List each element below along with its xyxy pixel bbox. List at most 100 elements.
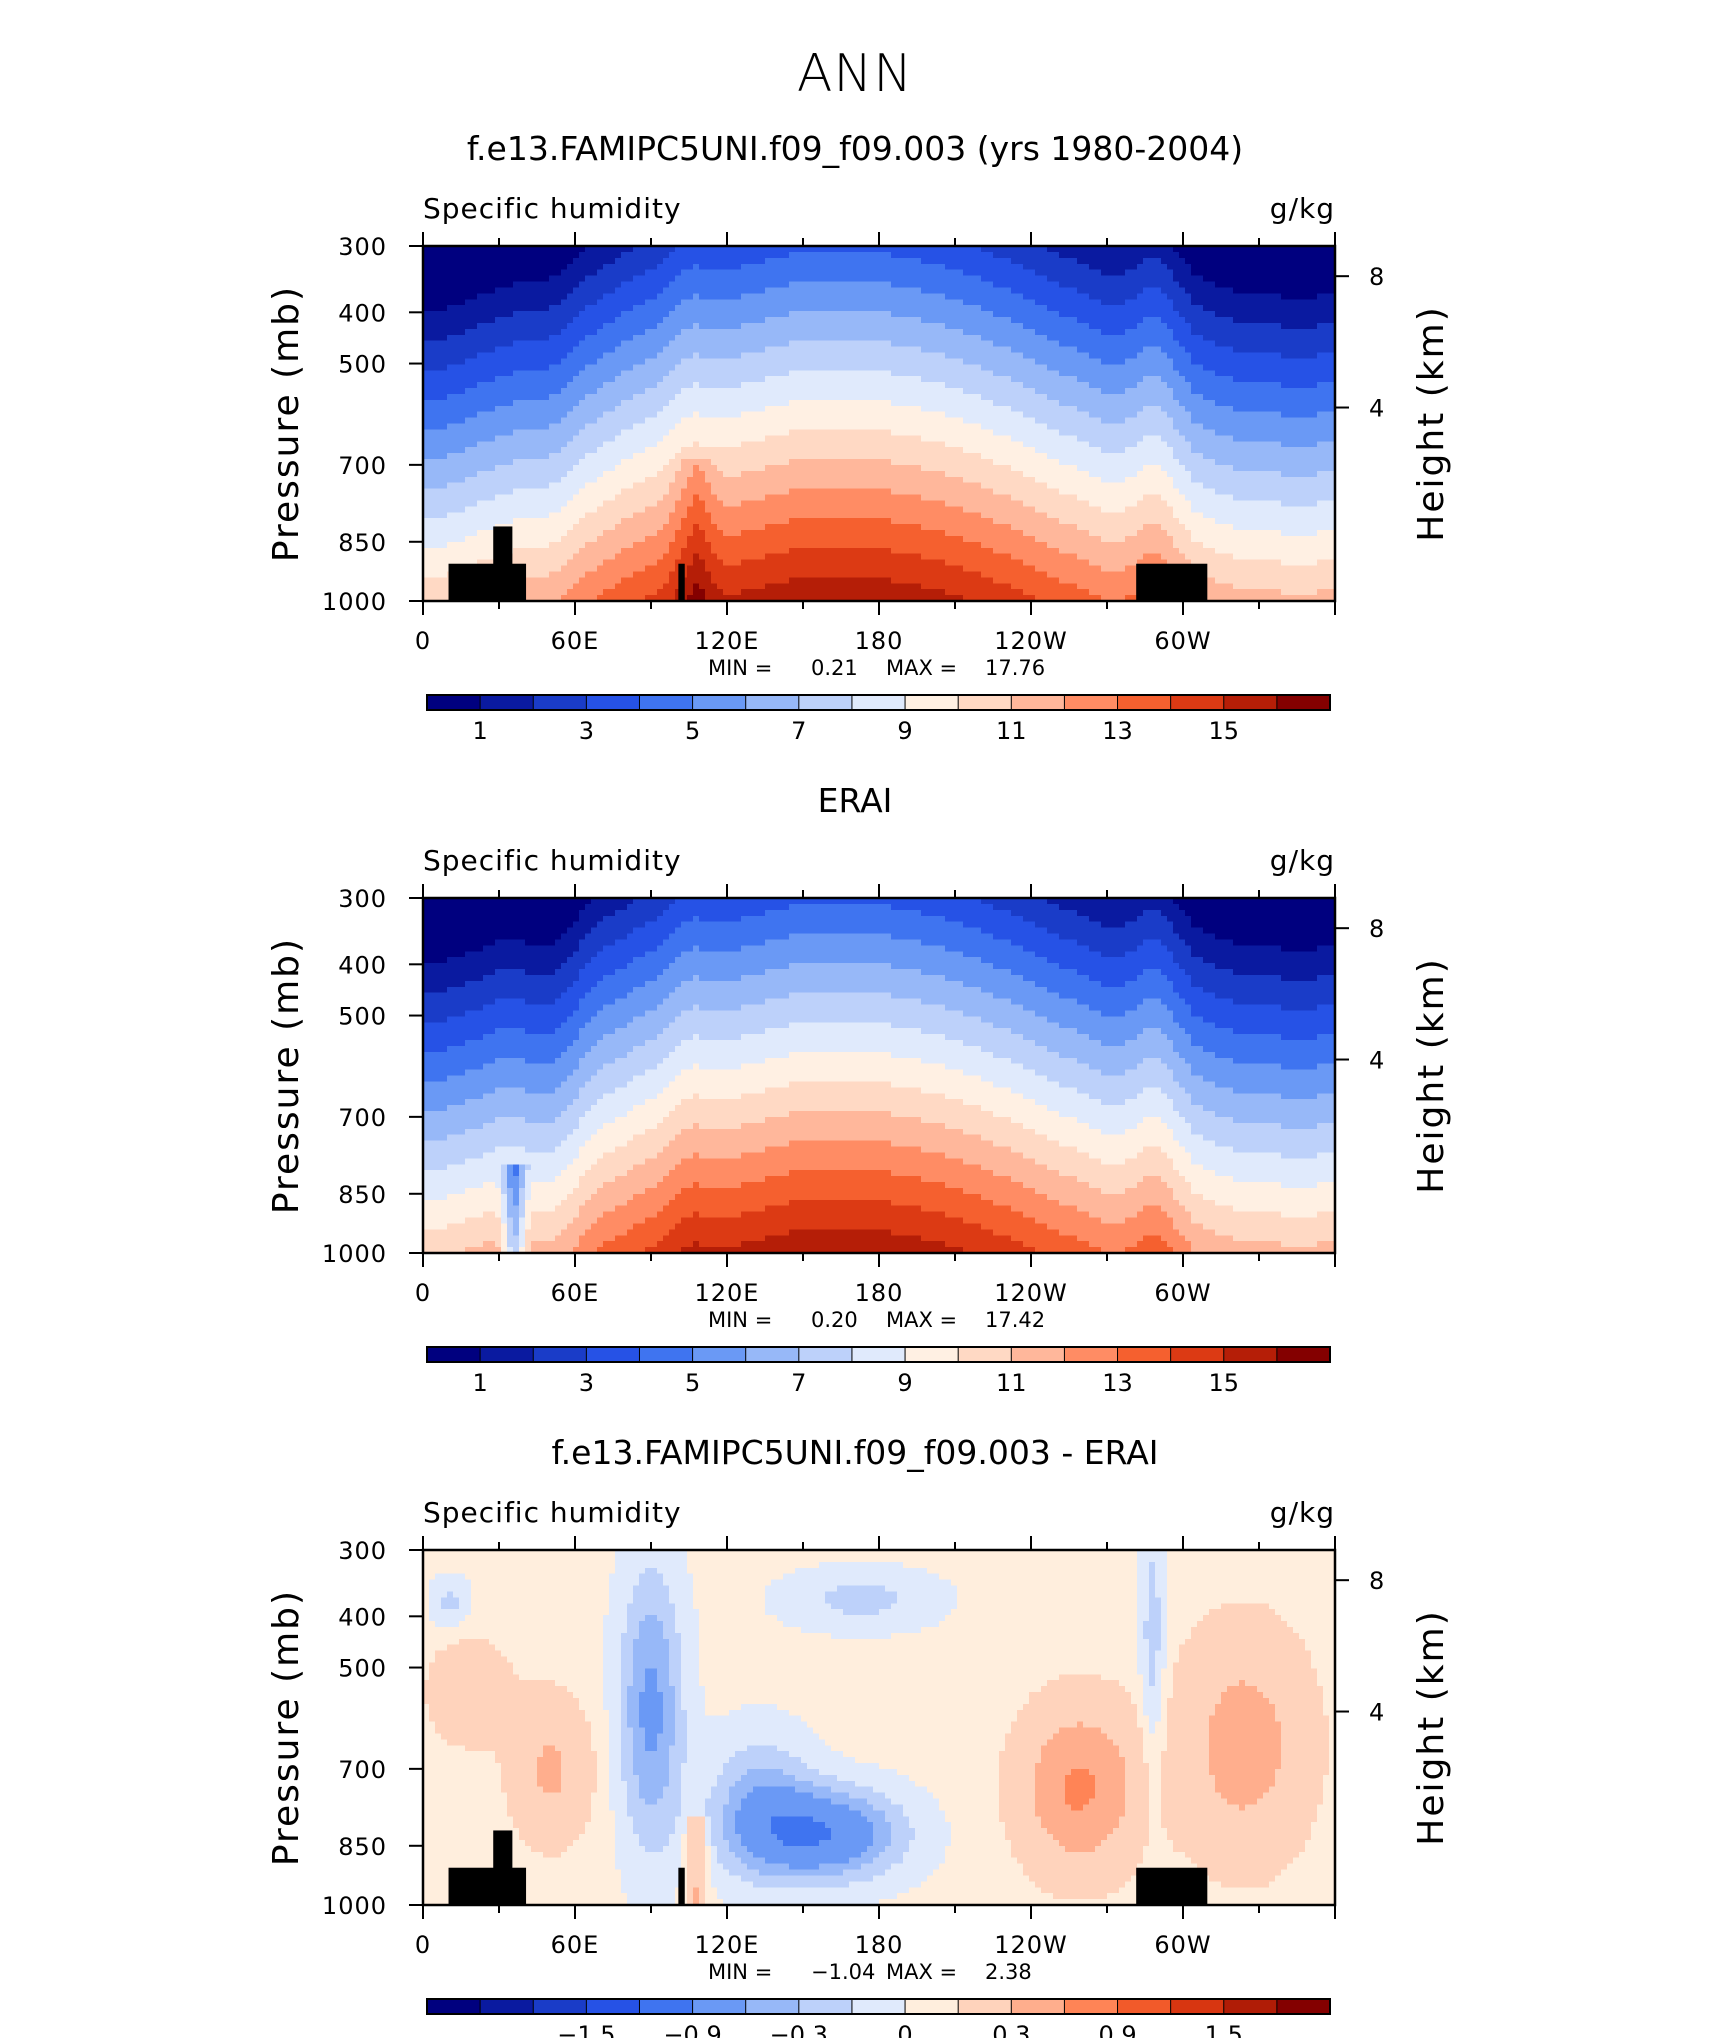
panel-3: f.e13.FAMIPC5UNI.f09_f09.003 - ERAI Speci…: [266, 1433, 1452, 2038]
right-tick-label: 4: [1369, 1047, 1384, 1075]
y-axis-label: Pressure (mb): [266, 285, 307, 562]
colorbar-box: [1011, 695, 1065, 710]
y-axis-right: 84 Height (km): [1335, 263, 1452, 542]
colorbar-box: [533, 695, 587, 710]
colorbar-box: [1277, 695, 1331, 710]
colorbar-box: [693, 695, 747, 710]
y-tick-label: 850: [338, 1181, 387, 1209]
colorbar-box: [852, 695, 906, 710]
colorbar: 1 3 5 7 9 11 13 15: [427, 1347, 1331, 1397]
colorbar-tick-label: 13: [1102, 1369, 1133, 1397]
colorbar-box: [427, 695, 481, 710]
y-tick-label: 300: [338, 233, 387, 261]
field-contours: [423, 898, 1336, 1254]
right-tick-label: 4: [1369, 395, 1384, 423]
y-tick-label: 500: [338, 351, 387, 379]
colorbar-tick-label: −0.9: [663, 2021, 721, 2038]
right-axis-label: Height (km): [1411, 305, 1452, 541]
right-tick-label: 8: [1369, 915, 1384, 943]
units-label: g/kg: [1270, 192, 1335, 225]
colorbar-tick-label: 9: [897, 1369, 912, 1397]
x-tick-label: 120E: [695, 1931, 760, 1959]
colorbar-box: [958, 1999, 1012, 2014]
right-tick-label: 4: [1369, 1699, 1384, 1727]
land-mask-4: [1136, 1868, 1207, 1906]
land-mask-4: [1136, 564, 1207, 602]
colorbar-box: [639, 1347, 693, 1362]
colorbar-box: [905, 1347, 959, 1362]
colorbar-box: [1277, 1347, 1331, 1362]
y-tick-label: 400: [338, 951, 387, 979]
min-value: 0.20: [811, 1308, 858, 1332]
left-label: Specific humidity: [423, 1496, 682, 1529]
colorbar-box: [1064, 1999, 1118, 2014]
y-tick-label: 1000: [322, 1892, 387, 1920]
max-value: 17.76: [985, 656, 1045, 680]
y-tick-label: 1000: [322, 588, 387, 616]
y-tick-label: 850: [338, 529, 387, 557]
right-axis-label: Height (km): [1411, 1609, 1452, 1845]
x-tick-label: 120W: [994, 627, 1068, 655]
land-mask-1: [449, 564, 527, 602]
y-tick-label: 400: [338, 1603, 387, 1631]
colorbar-box: [1118, 695, 1172, 710]
colorbar-tick-label: 13: [1102, 717, 1133, 745]
field-contours: [423, 1550, 1336, 1906]
colorbar-box: [639, 1999, 693, 2014]
y-tick-label: 500: [338, 1655, 387, 1683]
min-label: MIN =: [708, 656, 772, 680]
colorbar-tick-label: 9: [897, 717, 912, 745]
colorbar-box: [427, 1999, 481, 2014]
colorbar-box: [799, 695, 853, 710]
land-mask-2: [493, 526, 512, 602]
colorbar-box: [958, 1347, 1012, 1362]
colorbar-box: [799, 1347, 853, 1362]
min-label: MIN =: [708, 1308, 772, 1332]
x-tick-label: 120W: [994, 1931, 1068, 1959]
colorbar-box: [586, 1999, 640, 2014]
colorbar-tick-label: 15: [1208, 717, 1239, 745]
colorbar-box: [693, 1347, 747, 1362]
y-axis-right: 84 Height (km): [1335, 1567, 1452, 1846]
x-tick-label: 180: [855, 1279, 904, 1307]
panel-title: f.e13.FAMIPC5UNI.f09_f09.003 - ERAI: [551, 1433, 1158, 1472]
colorbar-box: [533, 1999, 587, 2014]
y-tick-label: 300: [338, 885, 387, 913]
x-tick-label: 180: [855, 627, 904, 655]
max-label: MAX =: [886, 1960, 957, 1984]
x-tick-label: 60W: [1154, 1279, 1211, 1307]
colorbar-tick-label: 7: [791, 1369, 806, 1397]
colorbar-box: [746, 1347, 800, 1362]
colorbar-box: [1224, 1999, 1278, 2014]
colorbar-tick-label: 5: [685, 717, 700, 745]
min-value: −1.04: [811, 1960, 875, 1984]
colorbar-tick-label: 3: [579, 1369, 594, 1397]
colorbar-box: [1011, 1999, 1065, 2014]
colorbar: −1.5 −0.9 −0.3 0 0.3 0.9 1.5: [427, 1999, 1331, 2038]
min-max: MIN = 0.21 MAX = 17.76: [708, 656, 1045, 680]
y-tick-label: 850: [338, 1833, 387, 1861]
x-tick-label: 120E: [695, 1279, 760, 1307]
x-tick-label: 180: [855, 1931, 904, 1959]
land-mask-3: [678, 564, 684, 602]
field-contours: [423, 246, 1336, 602]
colorbar-box: [533, 1347, 587, 1362]
colorbar: 1 3 5 7 9 11 13 15: [427, 695, 1331, 745]
y-axis-label: Pressure (mb): [266, 937, 307, 1214]
colorbar-box: [1064, 695, 1118, 710]
max-value: 2.38: [985, 1960, 1032, 1984]
colorbar-tick-label: 0.3: [992, 2021, 1030, 2038]
land-mask-3: [678, 1868, 684, 1906]
colorbar-box: [1277, 1999, 1331, 2014]
x-tick-label: 60W: [1154, 1931, 1211, 1959]
max-label: MAX =: [886, 656, 957, 680]
x-tick-label: 0: [415, 1931, 431, 1959]
colorbar-tick-label: 1: [472, 1369, 487, 1397]
min-label: MIN =: [708, 1960, 772, 1984]
right-axis-label: Height (km): [1411, 957, 1452, 1193]
min-max: MIN = −1.04 MAX = 2.38: [708, 1960, 1032, 1984]
